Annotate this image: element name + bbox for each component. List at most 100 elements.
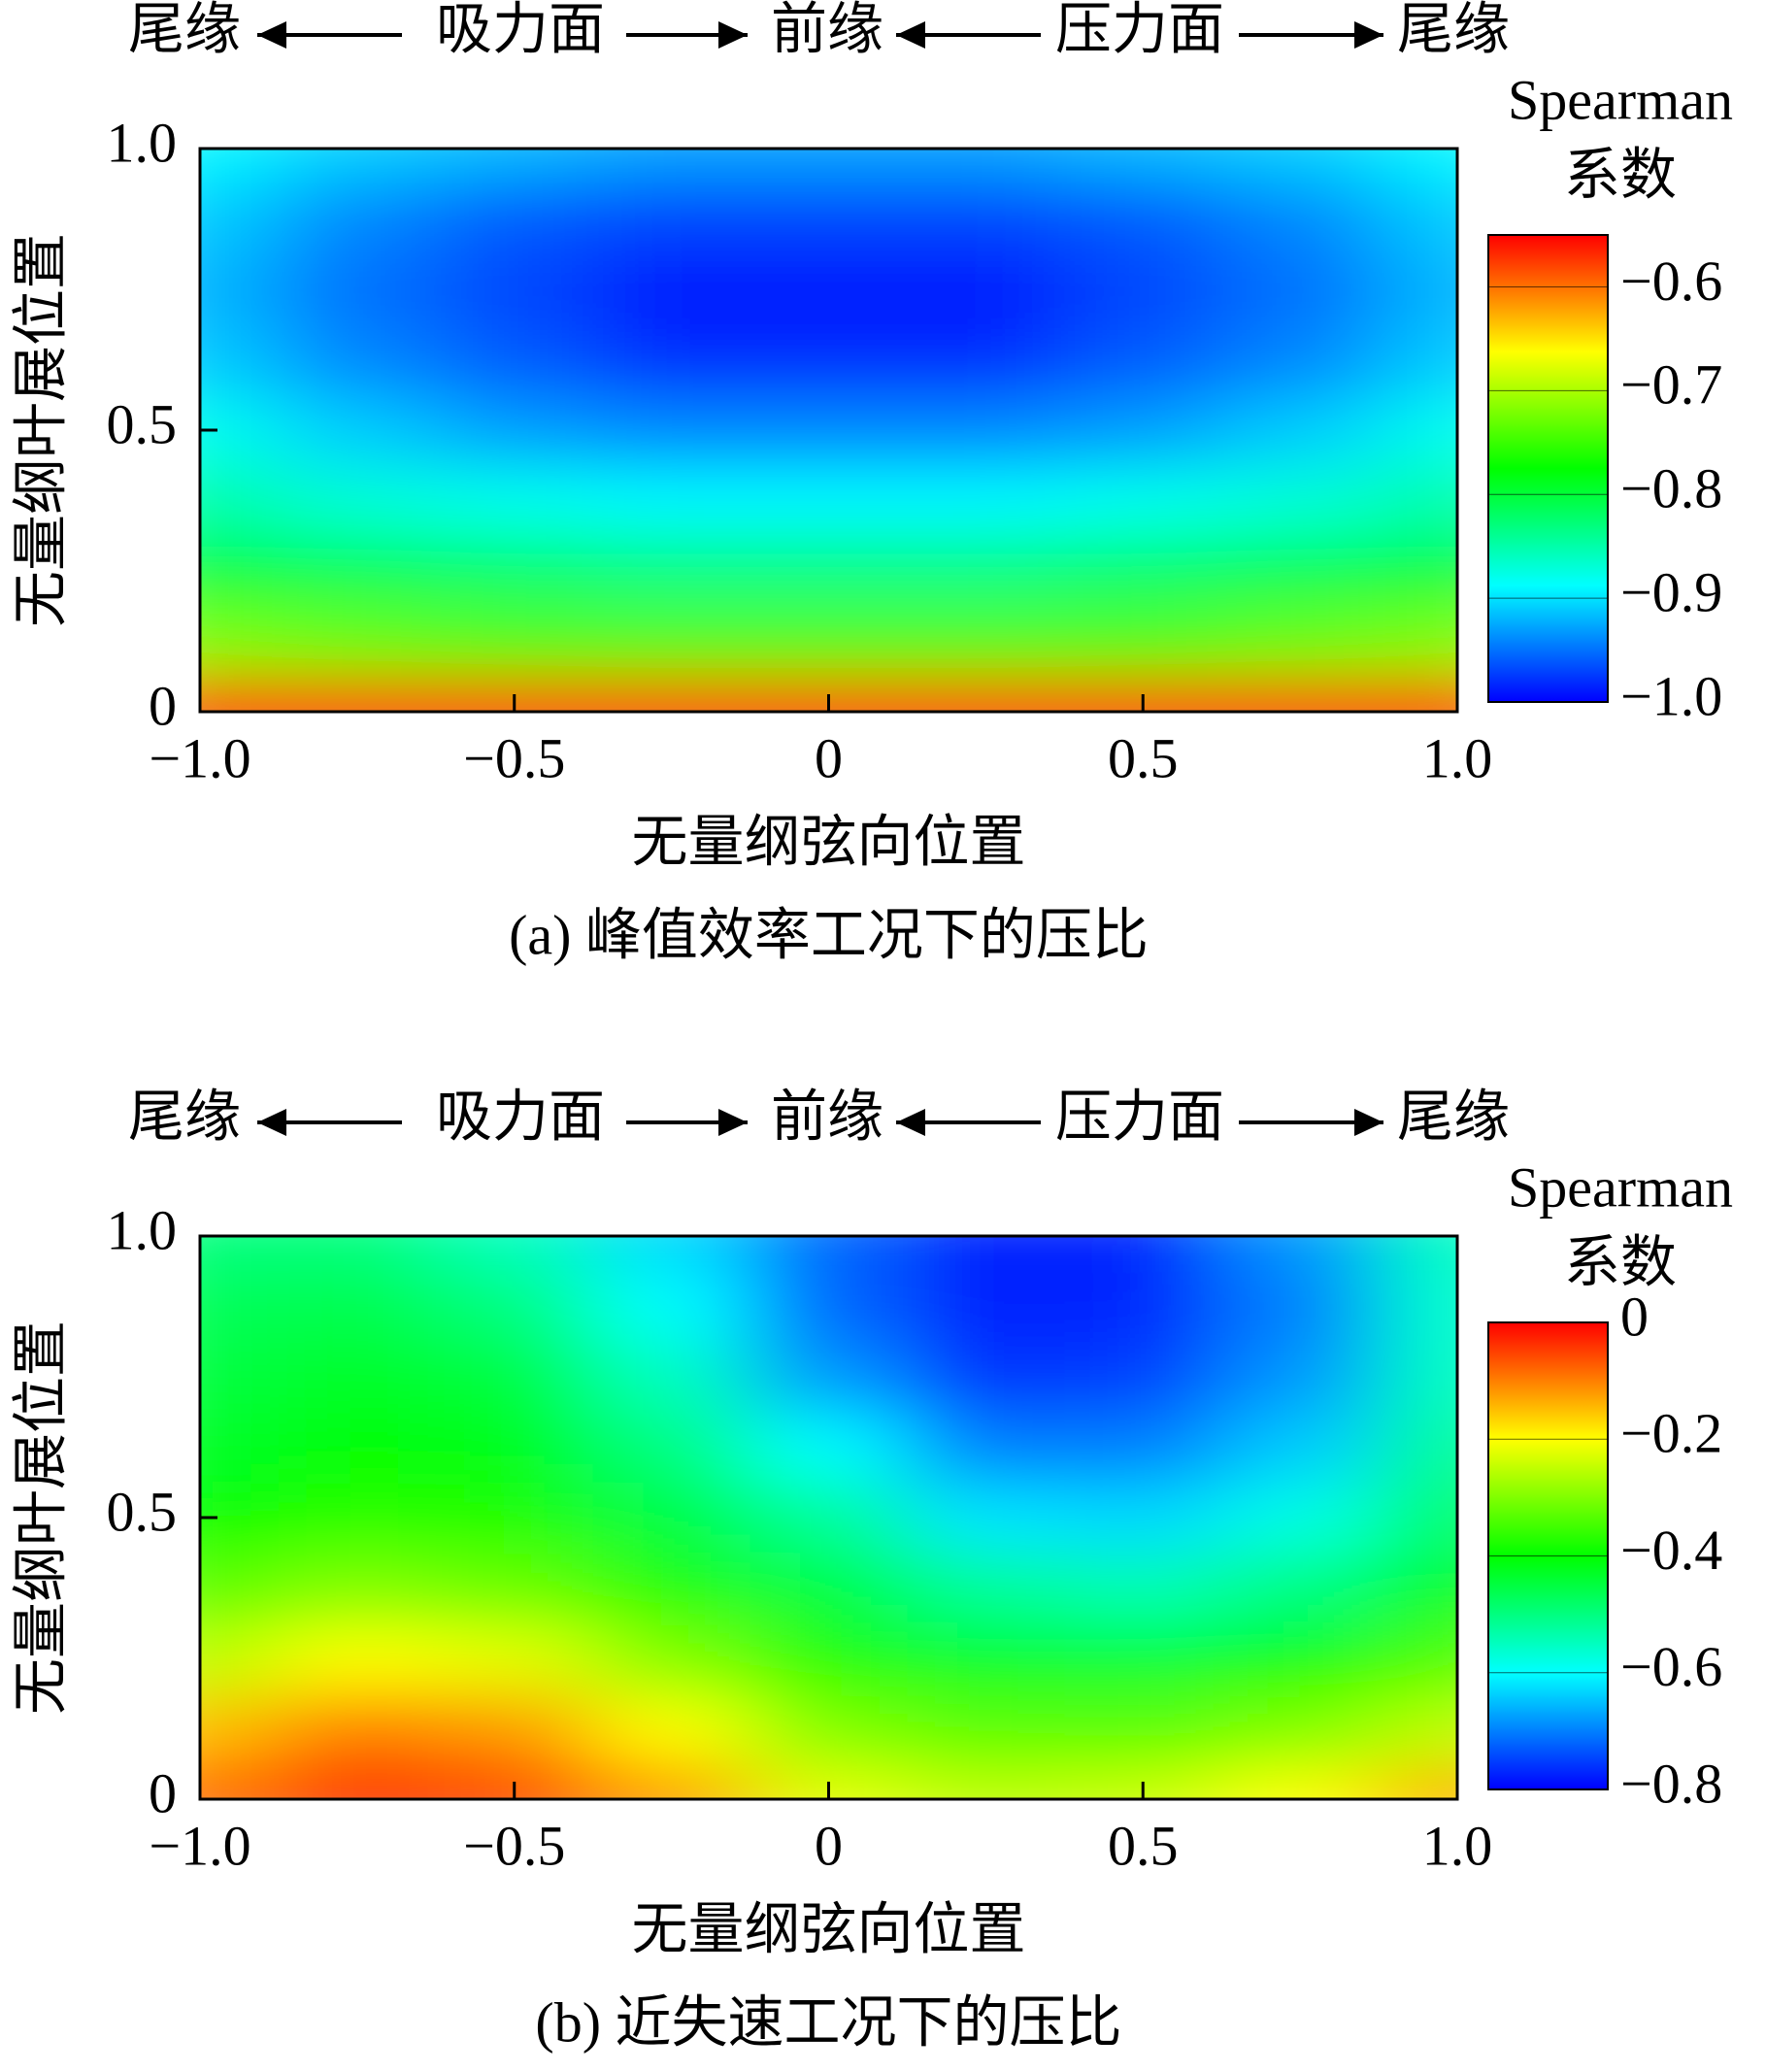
x-axis-label: 无量纲弦向位置 bbox=[631, 1897, 1025, 1960]
heatmap-cell bbox=[200, 1341, 280, 1414]
heatmap-cell bbox=[1379, 324, 1457, 396]
arrow-head bbox=[1354, 1109, 1383, 1136]
heatmap-cell bbox=[750, 535, 909, 608]
heatmap-cell bbox=[1221, 1693, 1381, 1765]
heatmap-cell bbox=[278, 1236, 437, 1273]
heatmap-cell bbox=[592, 1236, 751, 1273]
arrow-head bbox=[718, 21, 748, 49]
colorbar-tick-label: −0.2 bbox=[1620, 1402, 1722, 1465]
heatmap-cell bbox=[750, 1412, 909, 1484]
heatmap-cell bbox=[1064, 149, 1223, 185]
heatmap-cell bbox=[592, 676, 751, 712]
heatmap-cell bbox=[278, 465, 437, 537]
heatmap-cell bbox=[1379, 535, 1457, 608]
heatmap-cell bbox=[907, 1763, 1066, 1799]
heatmap-cell bbox=[1221, 606, 1381, 678]
heatmap-cell bbox=[200, 1622, 280, 1695]
heatmap-cell bbox=[1379, 1763, 1457, 1799]
heatmap-cell bbox=[907, 535, 1066, 608]
heatmap-cell bbox=[1379, 253, 1457, 326]
x-tick-label: 1.0 bbox=[1422, 1814, 1493, 1877]
heatmap-cell bbox=[435, 149, 594, 185]
heatmap-cell bbox=[1379, 394, 1457, 467]
heatmap-cell bbox=[1379, 1622, 1457, 1695]
heatmap-cell bbox=[278, 676, 437, 712]
heatmap-cell bbox=[200, 1553, 280, 1624]
x-tick-label: 1.0 bbox=[1422, 726, 1493, 789]
heatmap-cell bbox=[1379, 1236, 1457, 1273]
heatmap-cell bbox=[1064, 1482, 1223, 1554]
heatmap-cell bbox=[592, 184, 751, 255]
arrow-head bbox=[1354, 21, 1383, 49]
heatmap-cell bbox=[435, 606, 594, 678]
y-tick-label: 0.5 bbox=[107, 1480, 178, 1543]
heatmap-cell bbox=[592, 394, 751, 467]
heatmap-cell bbox=[278, 1412, 437, 1484]
y-axis-label: 无量纲叶展位置 bbox=[9, 1320, 72, 1715]
heatmap-cell bbox=[750, 1553, 909, 1624]
colorbar-title: Spearman bbox=[1508, 68, 1733, 131]
heatmap-cell bbox=[592, 535, 751, 608]
heatmap-cell bbox=[750, 465, 909, 537]
arrow-head bbox=[718, 1109, 748, 1136]
heatmap-cell bbox=[435, 253, 594, 326]
heatmap-cell bbox=[278, 394, 437, 467]
heatmap-cell bbox=[1379, 1271, 1457, 1343]
heatmap-cell bbox=[907, 324, 1066, 396]
heatmap-cell bbox=[750, 1622, 909, 1695]
y-axis-label: 无量纲叶展位置 bbox=[9, 233, 72, 627]
heatmap-cell bbox=[1064, 1236, 1223, 1273]
heatmap-cell bbox=[435, 184, 594, 255]
x-tick-label: 0.5 bbox=[1108, 726, 1179, 789]
heatmap-cell bbox=[278, 1271, 437, 1343]
x-tick-label: −1.0 bbox=[149, 1814, 250, 1877]
colorbar-tick-label: −0.6 bbox=[1620, 250, 1722, 313]
x-tick-label: 0 bbox=[815, 726, 843, 789]
heatmap-cell bbox=[1064, 1553, 1223, 1624]
heatmap-cell bbox=[592, 324, 751, 396]
heatmap-cell bbox=[1379, 1482, 1457, 1554]
heatmap-cell bbox=[907, 1553, 1066, 1624]
heatmap bbox=[200, 1236, 1457, 1799]
x-tick-label: −0.5 bbox=[463, 1814, 565, 1877]
heatmap-cell bbox=[435, 465, 594, 537]
arrow-head bbox=[257, 1109, 286, 1136]
annotation: 压力面 bbox=[1055, 1085, 1224, 1148]
heatmap-cell bbox=[1064, 535, 1223, 608]
heatmap-cell bbox=[200, 324, 280, 396]
heatmap-cell bbox=[1221, 535, 1381, 608]
heatmap-cell bbox=[592, 606, 751, 678]
heatmap-cell bbox=[435, 1341, 594, 1414]
heatmap-cell bbox=[592, 1622, 751, 1695]
heatmap-cell bbox=[907, 1271, 1066, 1343]
heatmap-cell bbox=[907, 606, 1066, 678]
heatmap-cell bbox=[1221, 184, 1381, 255]
heatmap-cell bbox=[907, 465, 1066, 537]
annotation: 尾缘 bbox=[1397, 1085, 1510, 1148]
colorbar bbox=[1487, 234, 1609, 703]
y-tick-label: 0 bbox=[149, 1761, 177, 1824]
heatmap-cell bbox=[200, 1236, 280, 1273]
heatmap-cell bbox=[200, 535, 280, 608]
heatmap-cell bbox=[200, 1693, 280, 1765]
heatmap-cell bbox=[1379, 1412, 1457, 1484]
heatmap-cell bbox=[1221, 394, 1381, 467]
heatmap-cell bbox=[1064, 606, 1223, 678]
panel: 尾缘 吸力面 前缘 压力面 尾缘 −1.0 −0.5 0 0.5 1.0 0 0.5 1.0 无量纲弦向位… bbox=[9, 1085, 1733, 2054]
heatmap-cell bbox=[1379, 606, 1457, 678]
y-tick-label: 1.0 bbox=[107, 111, 178, 174]
colorbar-tick-label: 0 bbox=[1620, 1285, 1649, 1348]
heatmap-cell bbox=[1379, 184, 1457, 255]
caption: (a) 峰值效率工况下的压比 bbox=[509, 903, 1149, 966]
heatmap-cell bbox=[435, 535, 594, 608]
colorbar-tick-label: −0.6 bbox=[1620, 1635, 1722, 1698]
heatmap-cell bbox=[750, 1341, 909, 1414]
arrow-head bbox=[896, 21, 925, 49]
heatmap-cell bbox=[278, 1693, 437, 1765]
heatmap-cell bbox=[592, 1412, 751, 1484]
heatmap-cell bbox=[907, 149, 1066, 185]
heatmap-cell bbox=[278, 253, 437, 326]
caption: (b) 近失速工况下的压比 bbox=[535, 1990, 1121, 2054]
heatmap-cell bbox=[907, 184, 1066, 255]
